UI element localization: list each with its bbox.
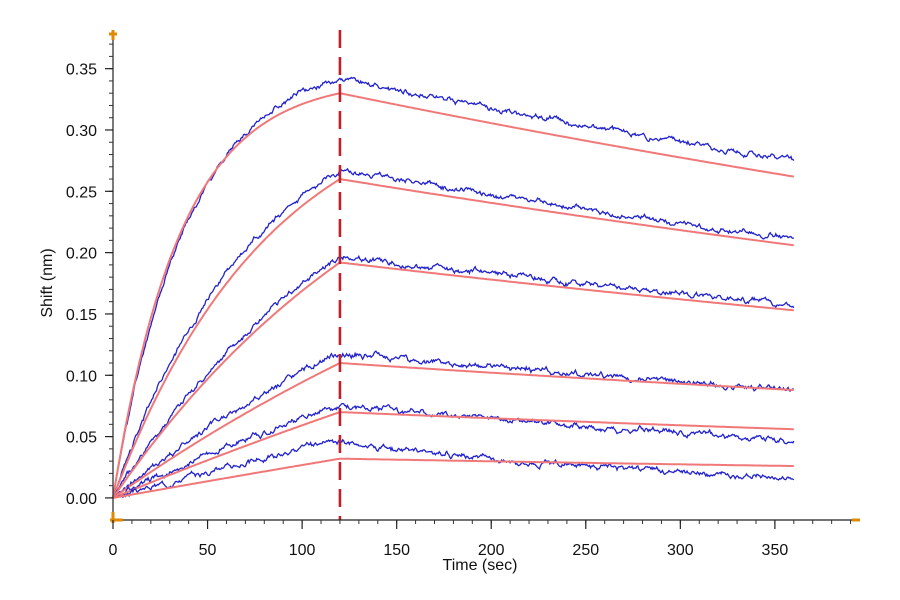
curves <box>112 76 795 499</box>
x-tick-label: 100 <box>289 542 316 559</box>
y-tick-label: 0.00 <box>66 491 97 508</box>
x-tick-label: 200 <box>478 542 505 559</box>
x-tick-label: 350 <box>762 542 789 559</box>
fit-curve-2 <box>112 177 794 499</box>
x-tick-label: 150 <box>383 542 410 559</box>
fit-curve-4 <box>112 361 794 499</box>
y-tick-label: 0.25 <box>66 184 97 201</box>
x-axis-title: Time (sec) <box>443 557 518 574</box>
x-tick-label: 300 <box>667 542 694 559</box>
y-axis-title: Shift (nm) <box>39 248 56 317</box>
fit-curve-3 <box>112 261 794 499</box>
y-tick-label: 0.35 <box>66 62 97 79</box>
data-curve-4 <box>112 350 795 499</box>
x-tick-label: 0 <box>109 542 118 559</box>
axes: 0.00 0.05 0.10 0.15 0.20 0.25 0.30 0.35 0 50 100 15… <box>66 30 860 559</box>
fit-curve-1 <box>112 92 794 499</box>
y-tick-label: 0.15 <box>66 307 97 324</box>
y-tick-label: 0.20 <box>66 246 97 263</box>
x-tick-label: 50 <box>199 542 217 559</box>
fit-curve-5 <box>112 411 794 499</box>
x-tick-label: 250 <box>572 542 599 559</box>
fit-curve-6 <box>112 457 794 499</box>
data-curve-6 <box>112 437 795 499</box>
y-tick-label: 0.05 <box>66 430 97 447</box>
data-curve-2 <box>112 167 795 499</box>
data-curve-3 <box>112 254 795 499</box>
y-tick-label: 0.10 <box>66 368 97 385</box>
y-tick-label: 0.30 <box>66 123 97 140</box>
